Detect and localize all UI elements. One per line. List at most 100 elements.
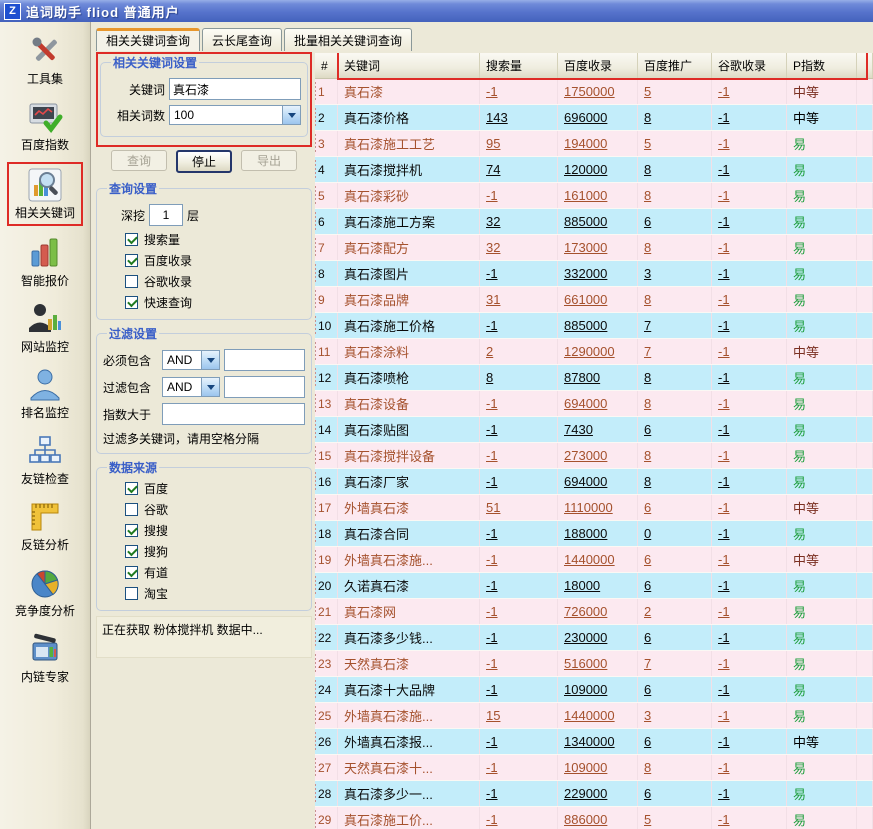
depth-input[interactable] xyxy=(149,204,184,226)
value-link[interactable]: 8 xyxy=(644,474,652,489)
column-header-0[interactable]: # xyxy=(315,53,338,78)
value-link[interactable]: 1290000 xyxy=(564,344,615,359)
sidebar-item-baidu-index[interactable]: 百度指数 xyxy=(17,96,73,156)
value-link[interactable]: 173000 xyxy=(564,240,608,255)
chevron-down-icon[interactable] xyxy=(201,351,219,369)
checkbox-icon[interactable] xyxy=(125,524,138,537)
value-link[interactable]: 7 xyxy=(644,656,652,671)
value-link[interactable]: 109000 xyxy=(564,760,608,775)
table-row[interactable]: 23 天然真石漆 -1 516000 7 -1 易 xyxy=(315,651,873,677)
table-row[interactable]: 17 外墙真石漆 51 1110000 6 -1 中等 xyxy=(315,495,873,521)
checkbox-icon[interactable] xyxy=(125,482,138,495)
column-header-1[interactable]: 关键词 xyxy=(338,53,480,78)
value-link[interactable]: 332000 xyxy=(564,266,608,281)
sidebar-item-competition[interactable]: 竞争度分析 xyxy=(11,562,79,622)
value-link[interactable]: -1 xyxy=(718,214,730,229)
value-link[interactable]: 6 xyxy=(644,578,652,593)
value-link[interactable]: 6 xyxy=(644,214,652,229)
value-link[interactable]: 8 xyxy=(644,292,652,307)
sidebar-item-backlink[interactable]: 反链分析 xyxy=(17,496,73,556)
value-link[interactable]: 1750000 xyxy=(564,84,615,99)
value-link[interactable]: 5 xyxy=(644,84,652,99)
column-header-6[interactable]: P指数 xyxy=(787,53,857,78)
value-link[interactable]: -1 xyxy=(486,266,498,281)
table-row[interactable]: 7 真石漆配方 32 173000 8 -1 易 xyxy=(315,235,873,261)
value-link[interactable]: -1 xyxy=(718,526,730,541)
must-include-operator-select[interactable]: AND xyxy=(162,350,220,370)
value-link[interactable]: -1 xyxy=(486,578,498,593)
stop-button[interactable]: 停止 xyxy=(176,150,232,173)
value-link[interactable]: -1 xyxy=(718,318,730,333)
value-link[interactable]: 1440000 xyxy=(564,552,615,567)
value-link[interactable]: 6 xyxy=(644,552,652,567)
value-link[interactable]: -1 xyxy=(718,812,730,827)
value-link[interactable]: -1 xyxy=(486,526,498,541)
value-link[interactable]: -1 xyxy=(718,604,730,619)
value-link[interactable]: -1 xyxy=(486,396,498,411)
value-link[interactable]: 886000 xyxy=(564,812,608,827)
value-link[interactable]: 694000 xyxy=(564,474,608,489)
value-link[interactable]: -1 xyxy=(486,552,498,567)
table-row[interactable]: 14 真石漆贴图 -1 7430 6 -1 易 xyxy=(315,417,873,443)
value-link[interactable]: 109000 xyxy=(564,682,608,697)
value-link[interactable]: -1 xyxy=(718,396,730,411)
query-option[interactable]: 快速查询 xyxy=(125,294,305,311)
value-link[interactable]: 694000 xyxy=(564,396,608,411)
source-option[interactable]: 淘宝 xyxy=(125,585,305,602)
value-link[interactable]: -1 xyxy=(718,786,730,801)
table-row[interactable]: 26 外墙真石漆报... -1 1340000 6 -1 中等 xyxy=(315,729,873,755)
value-link[interactable]: -1 xyxy=(486,760,498,775)
value-link[interactable]: 8 xyxy=(644,448,652,463)
value-link[interactable]: -1 xyxy=(718,136,730,151)
chevron-down-icon[interactable] xyxy=(201,378,219,396)
value-link[interactable]: 8 xyxy=(486,370,494,385)
checkbox-icon[interactable] xyxy=(125,503,138,516)
value-link[interactable]: 6 xyxy=(644,682,652,697)
column-header-4[interactable]: 百度推广 xyxy=(638,53,712,78)
keyword-input[interactable] xyxy=(169,78,301,100)
table-row[interactable]: 8 真石漆图片 -1 332000 3 -1 易 xyxy=(315,261,873,287)
column-header-7[interactable] xyxy=(857,53,873,78)
value-link[interactable]: -1 xyxy=(718,630,730,645)
value-link[interactable]: -1 xyxy=(718,760,730,775)
value-link[interactable]: 6 xyxy=(644,734,652,749)
table-row[interactable]: 16 真石漆厂家 -1 694000 8 -1 易 xyxy=(315,469,873,495)
sidebar-item-rank-monitor[interactable]: 排名监控 xyxy=(17,364,73,424)
source-option[interactable]: 搜搜 xyxy=(125,522,305,539)
value-link[interactable]: -1 xyxy=(718,448,730,463)
column-header-3[interactable]: 百度收录 xyxy=(558,53,638,78)
table-row[interactable]: 11 真石漆涂料 2 1290000 7 -1 中等 xyxy=(315,339,873,365)
value-link[interactable]: 1440000 xyxy=(564,708,615,723)
column-header-2[interactable]: 搜索量 xyxy=(480,53,558,78)
value-link[interactable]: -1 xyxy=(718,552,730,567)
value-link[interactable]: 7 xyxy=(644,344,652,359)
table-row[interactable]: 15 真石漆搅拌设备 -1 273000 8 -1 易 xyxy=(315,443,873,469)
checkbox-icon[interactable] xyxy=(125,233,138,246)
table-row[interactable]: 29 真石漆施工价... -1 886000 5 -1 易 xyxy=(315,807,873,829)
column-header-5[interactable]: 谷歌收录 xyxy=(712,53,787,78)
value-link[interactable]: 6 xyxy=(644,786,652,801)
value-link[interactable]: 7 xyxy=(644,318,652,333)
table-row[interactable]: 10 真石漆施工价格 -1 885000 7 -1 易 xyxy=(315,313,873,339)
table-row[interactable]: 9 真石漆品牌 31 661000 8 -1 易 xyxy=(315,287,873,313)
value-link[interactable]: -1 xyxy=(718,266,730,281)
value-link[interactable]: 32 xyxy=(486,214,501,229)
value-link[interactable]: -1 xyxy=(718,162,730,177)
value-link[interactable]: -1 xyxy=(486,474,498,489)
value-link[interactable]: 194000 xyxy=(564,136,608,151)
table-row[interactable]: 25 外墙真石漆施... 15 1440000 3 -1 易 xyxy=(315,703,873,729)
table-row[interactable]: 5 真石漆彩砂 -1 161000 8 -1 易 xyxy=(315,183,873,209)
value-link[interactable]: -1 xyxy=(718,656,730,671)
value-link[interactable]: 885000 xyxy=(564,214,608,229)
table-row[interactable]: 3 真石漆施工工艺 95 194000 5 -1 易 xyxy=(315,131,873,157)
value-link[interactable]: 51 xyxy=(486,500,501,515)
checkbox-icon[interactable] xyxy=(125,296,138,309)
value-link[interactable]: -1 xyxy=(486,682,498,697)
checkbox-icon[interactable] xyxy=(125,275,138,288)
value-link[interactable]: 726000 xyxy=(564,604,608,619)
exclude-input[interactable] xyxy=(224,376,305,398)
value-link[interactable]: 5 xyxy=(644,136,652,151)
value-link[interactable]: 8 xyxy=(644,162,652,177)
table-row[interactable]: 18 真石漆合同 -1 188000 0 -1 易 xyxy=(315,521,873,547)
table-row[interactable]: 21 真石漆网 -1 726000 2 -1 易 xyxy=(315,599,873,625)
